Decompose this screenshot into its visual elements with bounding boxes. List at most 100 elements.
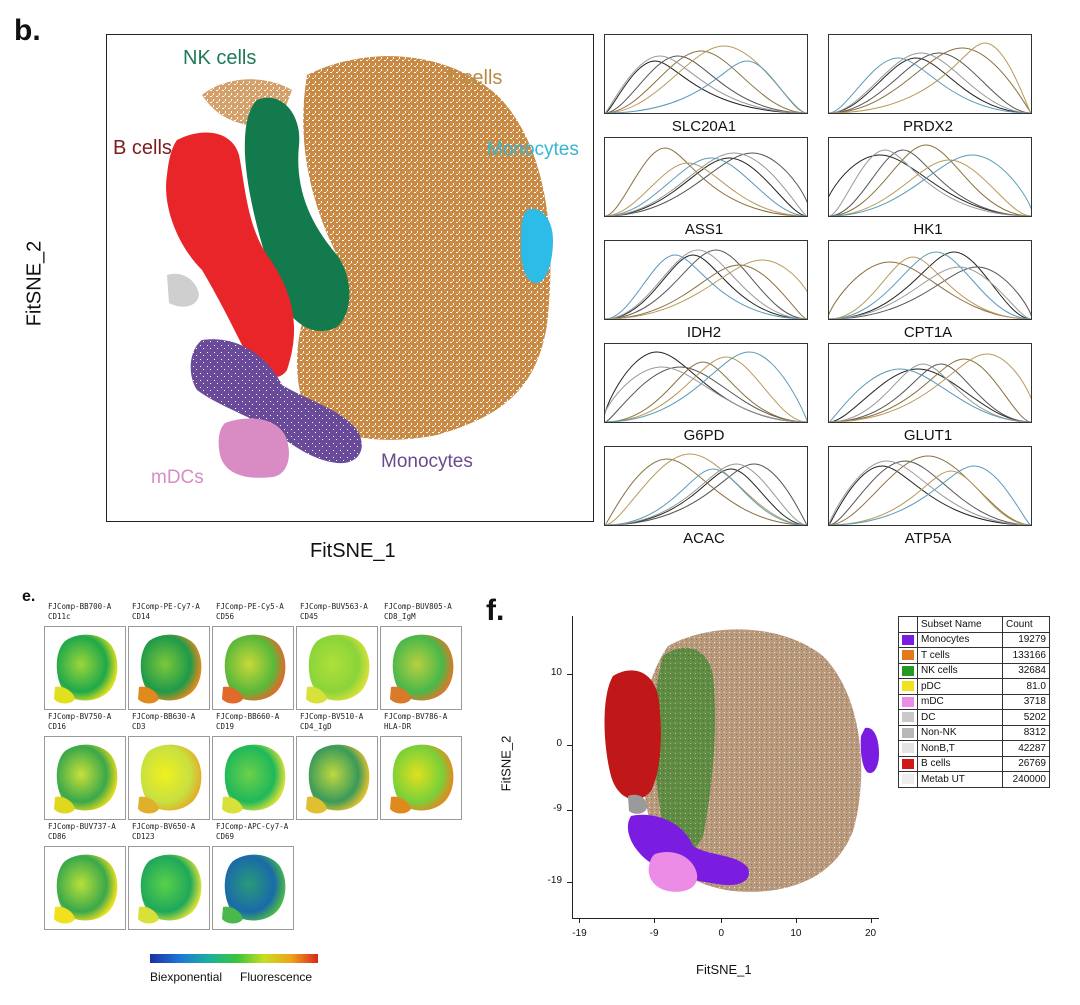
label-b-cells: B cells <box>113 137 172 159</box>
tile-label: FJComp-BV786-A HLA-DR <box>384 712 468 732</box>
x-tick-label: 20 <box>864 928 877 939</box>
marker-tile <box>44 736 126 820</box>
monocytes-purple-cluster <box>190 339 362 464</box>
histogram-label: G6PD <box>683 427 725 444</box>
tile-scatter <box>390 744 454 814</box>
y-tick-label: -19 <box>547 875 562 887</box>
tsne-scatter-f <box>604 629 879 892</box>
legend-swatch <box>902 634 914 645</box>
panel-b-letter: b. <box>14 14 41 47</box>
marker-tile <box>128 846 210 930</box>
tile-channel: FJComp-PE-Cy5-A <box>216 602 284 611</box>
tile-marker: CD86 <box>48 832 67 841</box>
histogram-label: ASS1 <box>684 221 724 238</box>
marker-tile <box>296 626 378 710</box>
histogram-label: PRDX2 <box>902 118 954 135</box>
legend-subset-name: mDC <box>917 693 1003 710</box>
panel-b-xlabel: FitSNE_1 <box>310 540 396 562</box>
histogram-label: IDH2 <box>686 324 722 341</box>
legend-row: T cells 133166 <box>898 647 1050 664</box>
mdc-cluster <box>218 418 289 478</box>
histogram-slc20a1 <box>604 34 808 114</box>
legend-subset-count: 133166 <box>1002 647 1050 664</box>
tile-channel: FJComp-BV750-A <box>48 712 112 721</box>
histogram-curves <box>828 455 1032 526</box>
histogram-curves <box>604 45 808 114</box>
tile-label: FJComp-BUV805-A CD8_IgM <box>384 602 468 622</box>
tile-marker: CD56 <box>216 612 235 621</box>
y-tick-mark <box>567 673 572 675</box>
tile-marker: CD4_IgD <box>300 722 332 731</box>
legend-swatch <box>902 696 914 707</box>
tile-scatter <box>222 854 286 924</box>
b-cells-cluster <box>166 132 295 378</box>
histogram-hk1 <box>823 137 1033 217</box>
legend-swatch <box>902 743 914 754</box>
histogram-label: CPT1A <box>903 324 953 341</box>
tile-scatter <box>54 744 118 814</box>
x-tick-mark <box>654 918 656 923</box>
tile-label: FJComp-BUV737-A CD86 <box>48 822 132 842</box>
label-mdcs: mDCs <box>151 467 204 488</box>
tile-label: FJComp-APC-Cy7-A CD69 <box>216 822 300 842</box>
legend-subset-count: 26769 <box>1002 755 1050 772</box>
legend-subset-count: 19279 <box>1002 631 1050 648</box>
histogram-curves <box>602 351 808 423</box>
f-monocytes-right <box>860 727 879 774</box>
label-monocytes-cyan: Monocytes <box>487 139 579 160</box>
legend-subset-count: 3718 <box>1002 693 1050 710</box>
tsne-plot-f <box>572 616 879 919</box>
x-tick-mark <box>870 918 872 923</box>
tile-label: FJComp-PE-Cy7-A CD14 <box>132 602 216 622</box>
tile-marker: CD8_IgM <box>384 612 416 621</box>
legend-subset-name: pDC <box>917 678 1003 695</box>
histogram-grid: SLC20A1 PRDX2 ASS1 HK1 IDH2 CPT1A G6PD GLUT1 ACA… <box>600 34 1080 564</box>
legend-row: DC 5202 <box>898 709 1050 726</box>
tile-scatter <box>54 634 118 704</box>
legend-swatch-cell <box>898 755 918 772</box>
tile-label: FJComp-BV750-A CD16 <box>48 712 132 732</box>
t-cells-cluster <box>297 56 551 440</box>
histogram-acac <box>604 446 808 526</box>
histogram-curves <box>828 42 1032 114</box>
histogram-label: HK1 <box>913 221 943 238</box>
histogram-label: ACAC <box>683 530 725 547</box>
tile-channel: FJComp-BV650-A <box>132 822 196 831</box>
tile-channel: FJComp-BB660-A <box>216 712 280 721</box>
legend-row: Metab UT 240000 <box>898 771 1050 788</box>
legend-subset-name: NonB,T <box>917 740 1003 757</box>
tile-label: FJComp-PE-Cy5-A CD56 <box>216 602 300 622</box>
marker-tile <box>44 626 126 710</box>
legend-swatch-cell <box>898 647 918 664</box>
histogram-glut1 <box>828 343 1036 423</box>
legend-swatch <box>902 712 914 723</box>
legend-subset-count: 240000 <box>1002 771 1050 788</box>
tile-scatter <box>138 634 202 704</box>
y-tick-label: -9 <box>553 803 562 815</box>
legend-swatch-cell <box>898 678 918 695</box>
legend-header-name: Subset Name <box>917 616 1003 633</box>
legend-row: B cells 26769 <box>898 755 1050 772</box>
tile-scatter <box>222 634 286 704</box>
colorbar-label-left: Biexponential <box>150 970 223 984</box>
y-tick-mark <box>567 810 572 812</box>
tile-marker: CD45 <box>300 612 319 621</box>
histogram-curves <box>823 144 1033 217</box>
tile-label: FJComp-BUV563-A CD45 <box>300 602 384 622</box>
legend-subset-name: NK cells <box>917 662 1003 679</box>
legend-row: Monocytes 19279 <box>898 631 1050 648</box>
tile-channel: FJComp-BB700-A <box>48 602 112 611</box>
tile-marker: CD14 <box>132 612 151 621</box>
legend-row: mDC 3718 <box>898 693 1050 710</box>
x-tick-label: -19 <box>572 928 587 939</box>
tile-scatter <box>306 634 370 704</box>
colorbar-label-right: Fluorescence <box>240 970 313 984</box>
histogram-label: GLUT1 <box>903 427 953 444</box>
legend-row: NonB,T 42287 <box>898 740 1050 757</box>
tile-label: FJComp-BB630-A CD3 <box>132 712 216 732</box>
legend-swatch <box>902 727 914 738</box>
tile-marker: CD69 <box>216 832 235 841</box>
legend-subset-name: Non-NK <box>917 724 1003 741</box>
legend-subset-count: 8312 <box>1002 724 1050 741</box>
